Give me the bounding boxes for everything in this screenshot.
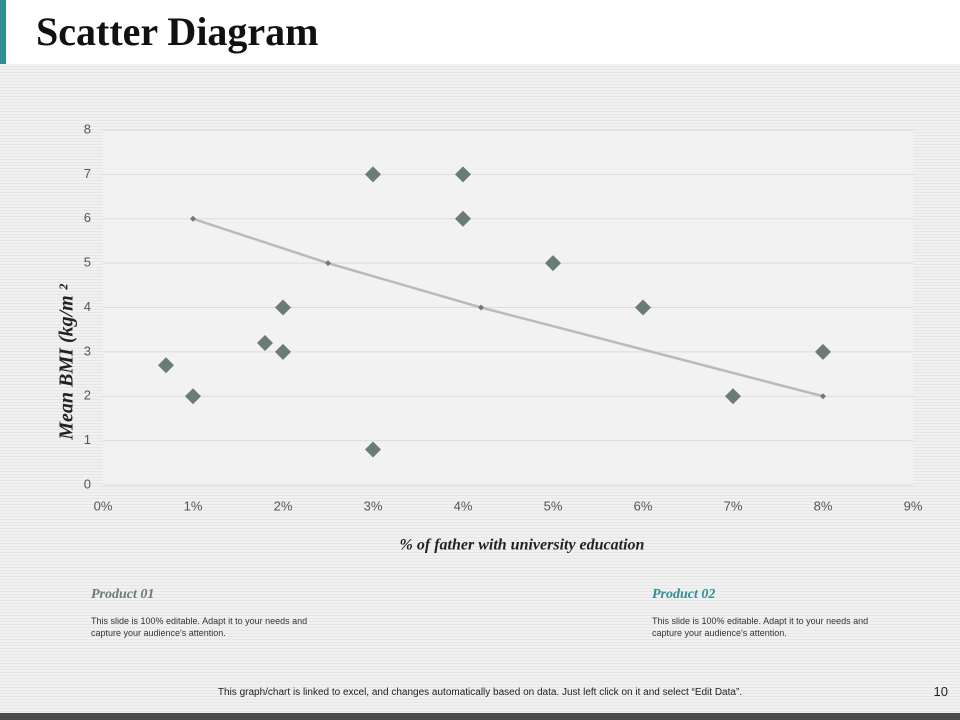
y-tick-label: 2 <box>84 388 91 403</box>
y-tick-label: 4 <box>84 299 91 314</box>
product-text: This slide is 100% editable. Adapt it to… <box>91 616 308 638</box>
product-title: Product 02 <box>652 587 716 602</box>
y-tick-label: 3 <box>84 343 91 358</box>
point <box>455 166 471 183</box>
x-tick-label: 2% <box>274 498 293 513</box>
y-tick-label: 0 <box>84 476 91 491</box>
point <box>545 255 561 272</box>
point <box>815 343 831 360</box>
page-number: 10 <box>933 684 948 699</box>
point <box>190 215 196 222</box>
x-tick-label: 8% <box>814 498 833 513</box>
y-tick-label: 5 <box>84 255 91 270</box>
point <box>635 299 651 316</box>
product-text: This slide is 100% editable. Adapt it to… <box>652 616 869 638</box>
bottom-bar <box>0 713 960 720</box>
x-tick-label: 4% <box>454 498 473 513</box>
y-axis-label: Mean BMI (kg/m ² <box>56 283 78 440</box>
point <box>365 166 381 183</box>
point <box>257 335 273 351</box>
point <box>185 388 201 405</box>
x-axis-label: % of father with university education <box>400 537 645 554</box>
x-tick-label: 6% <box>634 498 653 513</box>
trend-line <box>192 217 824 398</box>
point <box>275 299 291 316</box>
chart: % of father with university education Me… <box>56 121 923 554</box>
y-tick-label: 7 <box>84 166 91 181</box>
x-tick-label: 9% <box>904 498 923 513</box>
footer-note: This graph/chart is linked to excel, and… <box>217 687 743 698</box>
header: Scatter Diagram <box>0 0 960 64</box>
x-tick-label: 1% <box>184 498 203 513</box>
point <box>325 260 331 267</box>
x-tick-label: 0% <box>94 498 113 513</box>
x-tick-label: 5% <box>544 498 563 513</box>
y-tick-label: 8 <box>84 121 91 136</box>
point <box>820 393 826 400</box>
point <box>365 441 381 458</box>
product-title: Product 01 <box>91 587 155 602</box>
point <box>478 304 484 311</box>
y-tick-label: 1 <box>84 432 91 447</box>
y-tick-label: 6 <box>84 210 91 225</box>
x-tick-label: 3% <box>364 498 383 513</box>
point <box>455 210 471 227</box>
point <box>158 357 174 374</box>
point <box>275 343 291 360</box>
point <box>725 388 741 405</box>
accent-bar <box>0 0 6 64</box>
slide-title: Scatter Diagram <box>36 9 319 54</box>
x-tick-label: 7% <box>724 498 743 513</box>
